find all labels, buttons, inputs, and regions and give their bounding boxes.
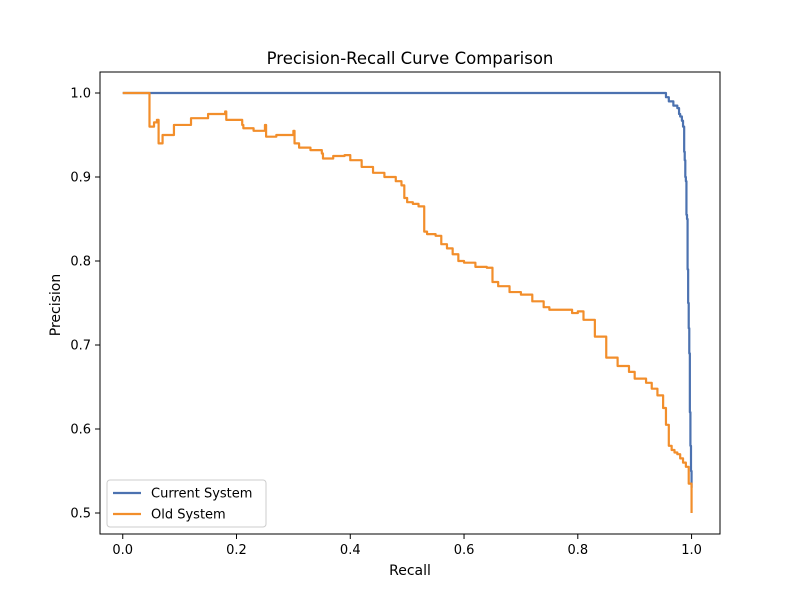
y-tick-label: 0.9 — [70, 171, 91, 186]
x-tick-label: 0.8 — [567, 543, 588, 558]
x-tick-label: 1.0 — [681, 543, 702, 558]
y-tick-label: 1.0 — [70, 87, 91, 102]
x-tick-label: 0.0 — [112, 543, 133, 558]
axes-frame — [99, 71, 721, 535]
legend-box — [106, 479, 267, 528]
series-current-system-line — [122, 91, 693, 488]
legend-label: Old System — [151, 508, 226, 523]
y-tick-label: 0.8 — [70, 255, 91, 270]
series-old-system-line — [122, 91, 693, 513]
chart-title: Precision-Recall Curve Comparison — [267, 49, 554, 68]
y-axis-label: Precision — [48, 274, 64, 336]
legend-label: Current System — [151, 487, 252, 502]
x-axis-label: Recall — [389, 563, 431, 579]
plot-area: 0.0 0.2 0.4 0.6 0.8 1.0 0.5 0.6 0.7 0.8 0.9 1.0 Curr… — [70, 71, 721, 558]
y-tick-label: 0.7 — [70, 339, 91, 354]
x-tick-label: 0.6 — [454, 543, 475, 558]
x-tick-label: 0.4 — [340, 543, 361, 558]
x-tick-label: 0.2 — [226, 543, 247, 558]
y-tick-label: 0.5 — [70, 507, 91, 522]
y-tick-label: 0.6 — [70, 423, 91, 438]
